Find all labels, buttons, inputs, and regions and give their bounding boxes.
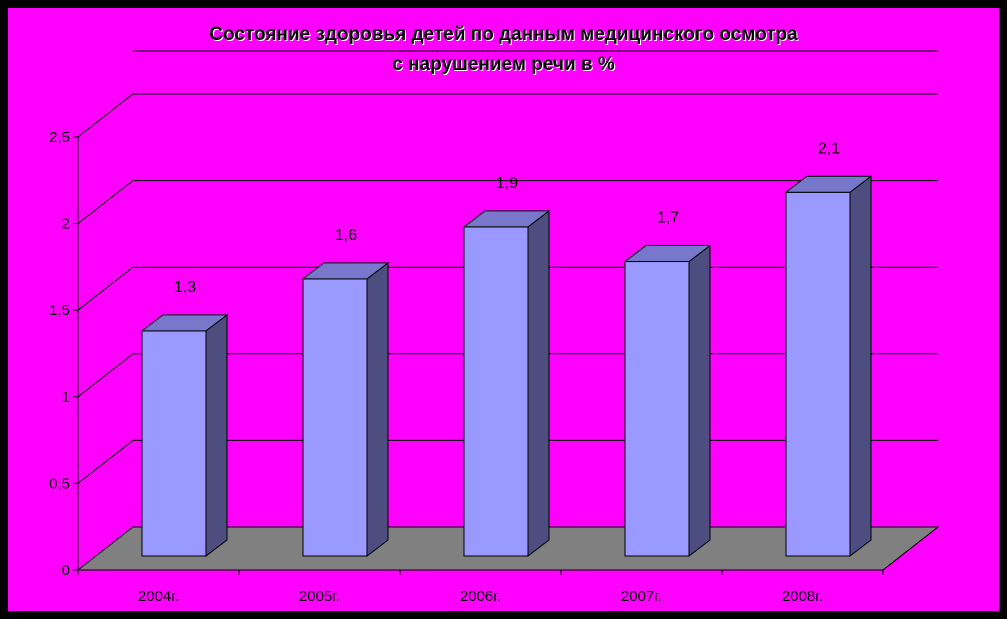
y-tick-label: 0: [62, 562, 70, 579]
gridline-diagonal: [77, 266, 134, 311]
bar-side: [527, 209, 550, 558]
data-label: 1,6: [335, 227, 357, 244]
bar: [141, 330, 207, 557]
x-tick-label: 2004г.: [138, 588, 179, 605]
x-tick-label: 2008г.: [782, 588, 823, 605]
bar-top: [784, 175, 873, 193]
chart-title-line-2: с нарушением речи в %: [392, 54, 615, 75]
y-tick-label: 2,5: [49, 129, 70, 146]
y-tick-label: 1,5: [49, 302, 70, 319]
bars: [140, 175, 873, 558]
bar-side: [366, 261, 389, 558]
data-label: 2,1: [818, 140, 840, 157]
y-tick-label: 1: [62, 389, 70, 406]
bar-top: [301, 262, 390, 280]
chart-title-line-1: Состояние здоровья детей по данным медиц…: [209, 24, 798, 45]
bar-side: [688, 244, 711, 558]
gridline-diagonal: [77, 440, 134, 484]
gridline-diagonal: [77, 180, 134, 224]
chart-title: Состояние здоровья детей по данным медиц…: [0, 20, 1007, 80]
y-tick-label: 2: [62, 216, 70, 233]
x-tick-label: 2005г.: [299, 588, 340, 605]
bar: [785, 191, 851, 557]
bar: [302, 278, 368, 557]
bar: [624, 261, 690, 557]
y-tick-label: 0,5: [49, 475, 70, 492]
data-label: 1,9: [496, 175, 518, 192]
data-label: 1,3: [174, 279, 196, 296]
labels: 1,3 2004г. 1,6 2005г. 1,9 2006г. 1,7 2007г. 2,1 2…: [138, 140, 840, 605]
gridline-diagonal: [77, 353, 134, 398]
bar-side: [205, 313, 228, 558]
x-tick-label: 2006г.: [460, 588, 501, 605]
data-label: 1,7: [657, 210, 679, 227]
bar-top: [623, 245, 712, 263]
x-tick-label: 2007г.: [621, 588, 662, 605]
bar-side: [849, 175, 872, 558]
bar-top: [462, 210, 551, 228]
bar: [463, 226, 529, 557]
bar-top: [140, 314, 229, 332]
gridline-diagonal: [77, 93, 134, 138]
